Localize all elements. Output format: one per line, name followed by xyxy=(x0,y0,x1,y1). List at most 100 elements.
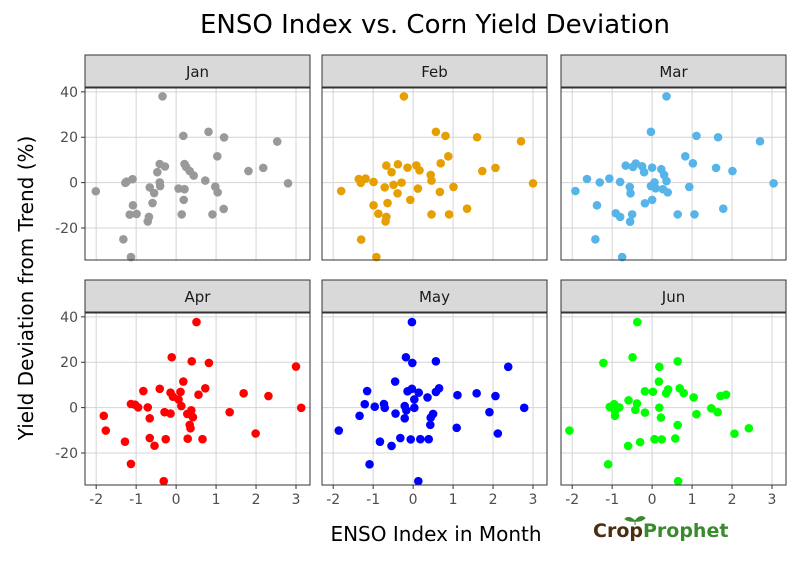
data-point xyxy=(264,391,273,401)
facet-label: Apr xyxy=(185,288,212,306)
data-point xyxy=(212,152,222,161)
data-point xyxy=(427,210,436,219)
data-point xyxy=(272,137,282,146)
data-point xyxy=(296,403,306,413)
data-point xyxy=(706,404,716,413)
data-point xyxy=(449,182,458,192)
data-point xyxy=(426,413,436,422)
facet-label: Jun xyxy=(661,288,685,306)
data-point xyxy=(603,460,613,469)
data-point xyxy=(477,166,487,176)
panel-border xyxy=(321,312,548,486)
data-point xyxy=(407,384,417,394)
data-point xyxy=(416,434,425,444)
data-point xyxy=(180,184,189,194)
facet-strip xyxy=(321,54,548,88)
data-point xyxy=(472,132,482,142)
data-point xyxy=(189,171,199,180)
data-point xyxy=(390,377,400,386)
data-point xyxy=(650,434,659,444)
data-point xyxy=(160,162,170,171)
data-point xyxy=(91,186,101,196)
data-point xyxy=(631,405,640,415)
x-tick-label: 2 xyxy=(728,492,737,508)
x-tick-label: 3 xyxy=(292,492,301,508)
data-point xyxy=(143,403,153,412)
data-point xyxy=(592,201,602,210)
facet-label: Feb xyxy=(421,63,448,81)
data-point xyxy=(179,377,188,386)
y-tick-label: 40 xyxy=(60,310,78,326)
data-point xyxy=(128,174,137,184)
facet-strip xyxy=(560,279,787,313)
data-point xyxy=(198,434,207,444)
x-tick-label: -2 xyxy=(326,492,340,508)
data-point xyxy=(657,435,667,444)
data-point xyxy=(434,384,444,393)
data-point xyxy=(355,411,364,421)
data-point xyxy=(400,413,410,423)
data-point xyxy=(491,391,500,401)
data-point xyxy=(176,387,185,397)
data-point xyxy=(670,434,680,443)
data-point xyxy=(120,437,130,446)
data-point xyxy=(605,174,614,183)
data-point xyxy=(427,176,436,185)
data-point xyxy=(200,176,210,185)
data-point xyxy=(436,159,445,168)
data-point xyxy=(401,352,411,362)
data-point xyxy=(119,235,128,244)
x-tick-label: 1 xyxy=(212,492,221,508)
plot-background xyxy=(561,313,786,485)
data-point xyxy=(755,137,765,146)
data-point xyxy=(159,476,169,486)
data-point xyxy=(647,195,657,205)
data-point xyxy=(591,235,600,244)
x-tick-label: 1 xyxy=(449,492,458,508)
data-point xyxy=(382,161,391,170)
data-point xyxy=(528,179,538,188)
data-point xyxy=(183,434,193,444)
data-point xyxy=(375,437,385,446)
data-point xyxy=(128,201,138,210)
data-point xyxy=(334,426,344,435)
data-point xyxy=(435,187,445,197)
data-point xyxy=(283,179,293,188)
panel-border xyxy=(560,312,787,486)
x-tick-label: 0 xyxy=(172,492,181,508)
facet-label: Jan xyxy=(185,63,209,81)
data-point xyxy=(582,174,592,184)
data-point xyxy=(624,396,633,405)
x-tick-label: 1 xyxy=(688,492,697,508)
data-point xyxy=(406,195,415,205)
data-point xyxy=(617,252,627,262)
data-point xyxy=(679,388,688,398)
data-point xyxy=(380,403,390,413)
data-point xyxy=(121,178,130,188)
data-point xyxy=(393,159,403,169)
data-point xyxy=(167,352,177,362)
data-point xyxy=(730,429,739,439)
data-point xyxy=(640,408,650,417)
x-axis-title: ENSO Index in Month xyxy=(330,522,541,546)
plot-background xyxy=(561,88,786,260)
data-point xyxy=(356,235,366,244)
chart-title: ENSO Index vs. Corn Yield Deviation xyxy=(200,10,670,40)
y-tick-label: 0 xyxy=(69,176,78,192)
data-point xyxy=(383,198,392,208)
data-point xyxy=(595,178,605,187)
data-point xyxy=(213,188,222,197)
data-point xyxy=(381,217,390,226)
data-point xyxy=(711,163,721,173)
data-point xyxy=(424,434,434,444)
data-point xyxy=(360,399,370,409)
data-point xyxy=(166,409,175,418)
cropprophet-logo: CropProphet xyxy=(593,516,728,542)
data-point xyxy=(403,163,412,172)
data-point xyxy=(663,188,673,197)
data-point xyxy=(615,212,625,222)
data-point xyxy=(684,182,694,192)
data-point xyxy=(744,423,754,433)
logo-text-crop: Crop xyxy=(593,520,643,542)
data-point xyxy=(662,176,671,186)
